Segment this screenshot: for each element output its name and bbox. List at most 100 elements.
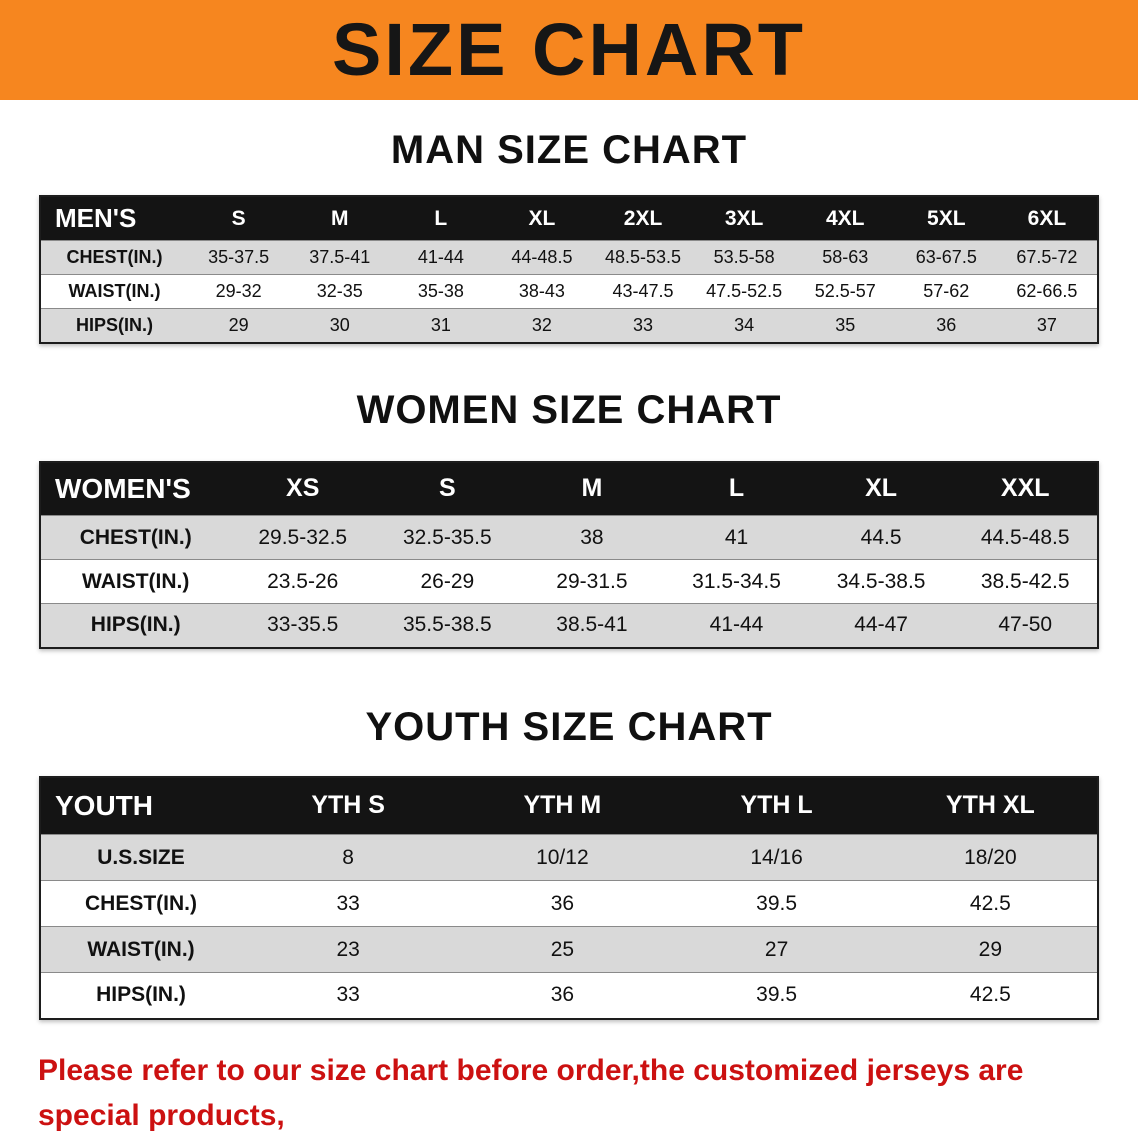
- size-header-cell: M: [331, 206, 349, 230]
- size-header-cell: YTH S: [311, 791, 385, 820]
- size-header-cell: XXL: [1000, 474, 1050, 503]
- disclaimer-line-1: Please refer to our size chart before or…: [38, 1053, 1024, 1132]
- measurement-value-cell: 44-47: [808, 603, 954, 648]
- measurement-value-cell: 57-62: [895, 274, 997, 309]
- size-header-cell: YTH XL: [945, 791, 1035, 820]
- measurement-value-cell: 44.5: [808, 515, 954, 560]
- measurement-value-cell: 35: [794, 308, 896, 343]
- youth-size-section: YOUTH SIZE CHART YOUTH YTH S YTH M YTH L YTH…: [0, 705, 1138, 1020]
- measurement-value-cell: 36: [455, 880, 670, 927]
- table-row: CHEST(IN.) 29.5-32.5 32.5-35.5 38 41 44.5 44.5…: [40, 515, 1098, 560]
- measurement-value-cell: 33-35.5: [230, 603, 376, 648]
- disclaimer: Please refer to our size chart before or…: [38, 1048, 1100, 1132]
- measurement-value-cell: 25: [455, 926, 670, 973]
- measurement-value-cell: 42.5: [883, 972, 1098, 1019]
- measurement-value-cell: 47.5-52.5: [693, 274, 795, 309]
- measurement-value-cell: 41: [664, 515, 809, 560]
- measurement-value-cell: 63-67.5: [895, 240, 997, 275]
- measurement-label-cell: WAIST(IN.): [40, 926, 242, 973]
- measurement-value-cell: 23.5-26: [230, 559, 376, 604]
- measurement-value-cell: 31.5-34.5: [664, 559, 809, 604]
- measurement-value-cell: 38: [519, 515, 665, 560]
- measurement-value-cell: 27: [669, 926, 884, 973]
- size-header-cell: XL: [865, 474, 898, 503]
- measurement-value-cell: 32-35: [289, 274, 391, 309]
- size-header-cell: 2XL: [623, 206, 663, 230]
- size-header-cell: YTH M: [523, 791, 602, 820]
- size-header-cell: 5XL: [927, 206, 966, 230]
- measurement-value-cell: 39.5: [669, 972, 884, 1019]
- table-row: WAIST(IN.) 29-32 32-35 35-38 38-43 43-47.5 47.…: [40, 274, 1098, 309]
- table-row: HIPS(IN.) 29 30 31 32 33 34 35 36 37: [40, 308, 1098, 343]
- measurement-value-cell: 58-63: [794, 240, 896, 275]
- measurement-value-cell: 14/16: [669, 834, 884, 881]
- measurement-value-cell: 33: [241, 972, 456, 1019]
- measurement-value-cell: 18/20: [883, 834, 1098, 881]
- measurement-label-cell: HIPS(IN.): [40, 972, 242, 1019]
- size-header-cell: M: [581, 474, 603, 503]
- measurement-label-cell: U.S.SIZE: [40, 834, 242, 881]
- measurement-value-cell: 41-44: [390, 240, 492, 275]
- men-size-table: MEN'S S M L XL 2XL 3XL 4XL 5XL 6XL CHEST(IN.) 35-37…: [39, 195, 1099, 344]
- measurement-value-cell: 37: [996, 308, 1098, 343]
- measurement-label-cell: HIPS(IN.): [40, 603, 231, 648]
- table-header-row: YOUTH YTH S YTH M YTH L YTH XL: [40, 776, 1098, 835]
- measurement-value-cell: 23: [241, 926, 456, 973]
- page-title: SIZE CHART: [332, 8, 806, 91]
- measurement-value-cell: 37.5-41: [289, 240, 391, 275]
- table-row: HIPS(IN.) 33-35.5 35.5-38.5 38.5-41 41-44 44-…: [40, 603, 1098, 648]
- measurement-value-cell: 29: [883, 926, 1098, 973]
- table-title-cell: MEN'S: [55, 203, 137, 233]
- table-row: CHEST(IN.) 33 36 39.5 42.5: [40, 880, 1098, 927]
- table-title-cell: WOMEN'S: [55, 472, 191, 504]
- women-size-section: WOMEN SIZE CHART WOMEN'S XS S M L XL XXL CHEST(…: [0, 388, 1138, 649]
- measurement-value-cell: 62-66.5: [996, 274, 1098, 309]
- measurement-value-cell: 8: [241, 834, 456, 881]
- measurement-value-cell: 47-50: [953, 603, 1098, 648]
- measurement-label-cell: CHEST(IN.): [40, 515, 231, 560]
- measurement-value-cell: 29-32: [188, 274, 290, 309]
- measurement-value-cell: 33: [592, 308, 694, 343]
- table-row: WAIST(IN.) 23 25 27 29: [40, 926, 1098, 973]
- measurement-value-cell: 67.5-72: [996, 240, 1098, 275]
- size-header-cell: YTH L: [740, 791, 813, 820]
- measurement-value-cell: 42.5: [883, 880, 1098, 927]
- measurement-value-cell: 39.5: [669, 880, 884, 927]
- measurement-value-cell: 44-48.5: [491, 240, 593, 275]
- men-chart-heading: MAN SIZE CHART: [390, 128, 748, 172]
- size-header-cell: L: [728, 474, 745, 503]
- measurement-value-cell: 38.5-42.5: [953, 559, 1098, 604]
- size-header-cell: XS: [286, 474, 320, 503]
- measurement-value-cell: 32.5-35.5: [375, 515, 520, 560]
- measurement-value-cell: 35-38: [390, 274, 492, 309]
- women-size-table: WOMEN'S XS S M L XL XXL CHEST(IN.) 29.5-32.5 32.5…: [39, 460, 1099, 649]
- measurement-value-cell: 35.5-38.5: [375, 603, 520, 648]
- measurement-value-cell: 35-37.5: [188, 240, 290, 275]
- measurement-value-cell: 36: [455, 972, 670, 1019]
- table-header-row: MEN'S S M L XL 2XL 3XL 4XL 5XL 6XL: [40, 196, 1098, 241]
- measurement-value-cell: 38-43: [491, 274, 593, 309]
- table-row: U.S.SIZE 8 10/12 14/16 18/20: [40, 834, 1098, 881]
- measurement-label-cell: HIPS(IN.): [40, 308, 189, 343]
- measurement-value-cell: 36: [895, 308, 997, 343]
- table-row: HIPS(IN.) 33 36 39.5 42.5: [40, 972, 1098, 1019]
- measurement-value-cell: 10/12: [455, 834, 670, 881]
- size-header-cell: 6XL: [1027, 206, 1067, 230]
- measurement-value-cell: 53.5-58: [693, 240, 795, 275]
- women-chart-heading: WOMEN SIZE CHART: [356, 387, 782, 432]
- size-header-cell: 4XL: [825, 206, 865, 230]
- measurement-value-cell: 43-47.5: [592, 274, 694, 309]
- measurement-value-cell: 52.5-57: [794, 274, 896, 309]
- measurement-label-cell: WAIST(IN.): [40, 274, 189, 309]
- measurement-value-cell: 34.5-38.5: [808, 559, 954, 604]
- measurement-value-cell: 31: [390, 308, 492, 343]
- youth-size-table: YOUTH YTH S YTH M YTH L YTH XL U.S.SIZE 8 10/12…: [39, 775, 1099, 1020]
- table-title-cell: YOUTH: [55, 789, 153, 821]
- table-row: CHEST(IN.) 35-37.5 37.5-41 41-44 44-48.5 48.5…: [40, 240, 1098, 275]
- size-header-cell: XL: [528, 206, 556, 230]
- measurement-value-cell: 29: [188, 308, 290, 343]
- size-chart-banner: SIZE CHART: [0, 0, 1138, 100]
- measurement-value-cell: 30: [289, 308, 391, 343]
- measurement-value-cell: 48.5-53.5: [592, 240, 694, 275]
- youth-chart-heading: YOUTH SIZE CHART: [365, 704, 773, 749]
